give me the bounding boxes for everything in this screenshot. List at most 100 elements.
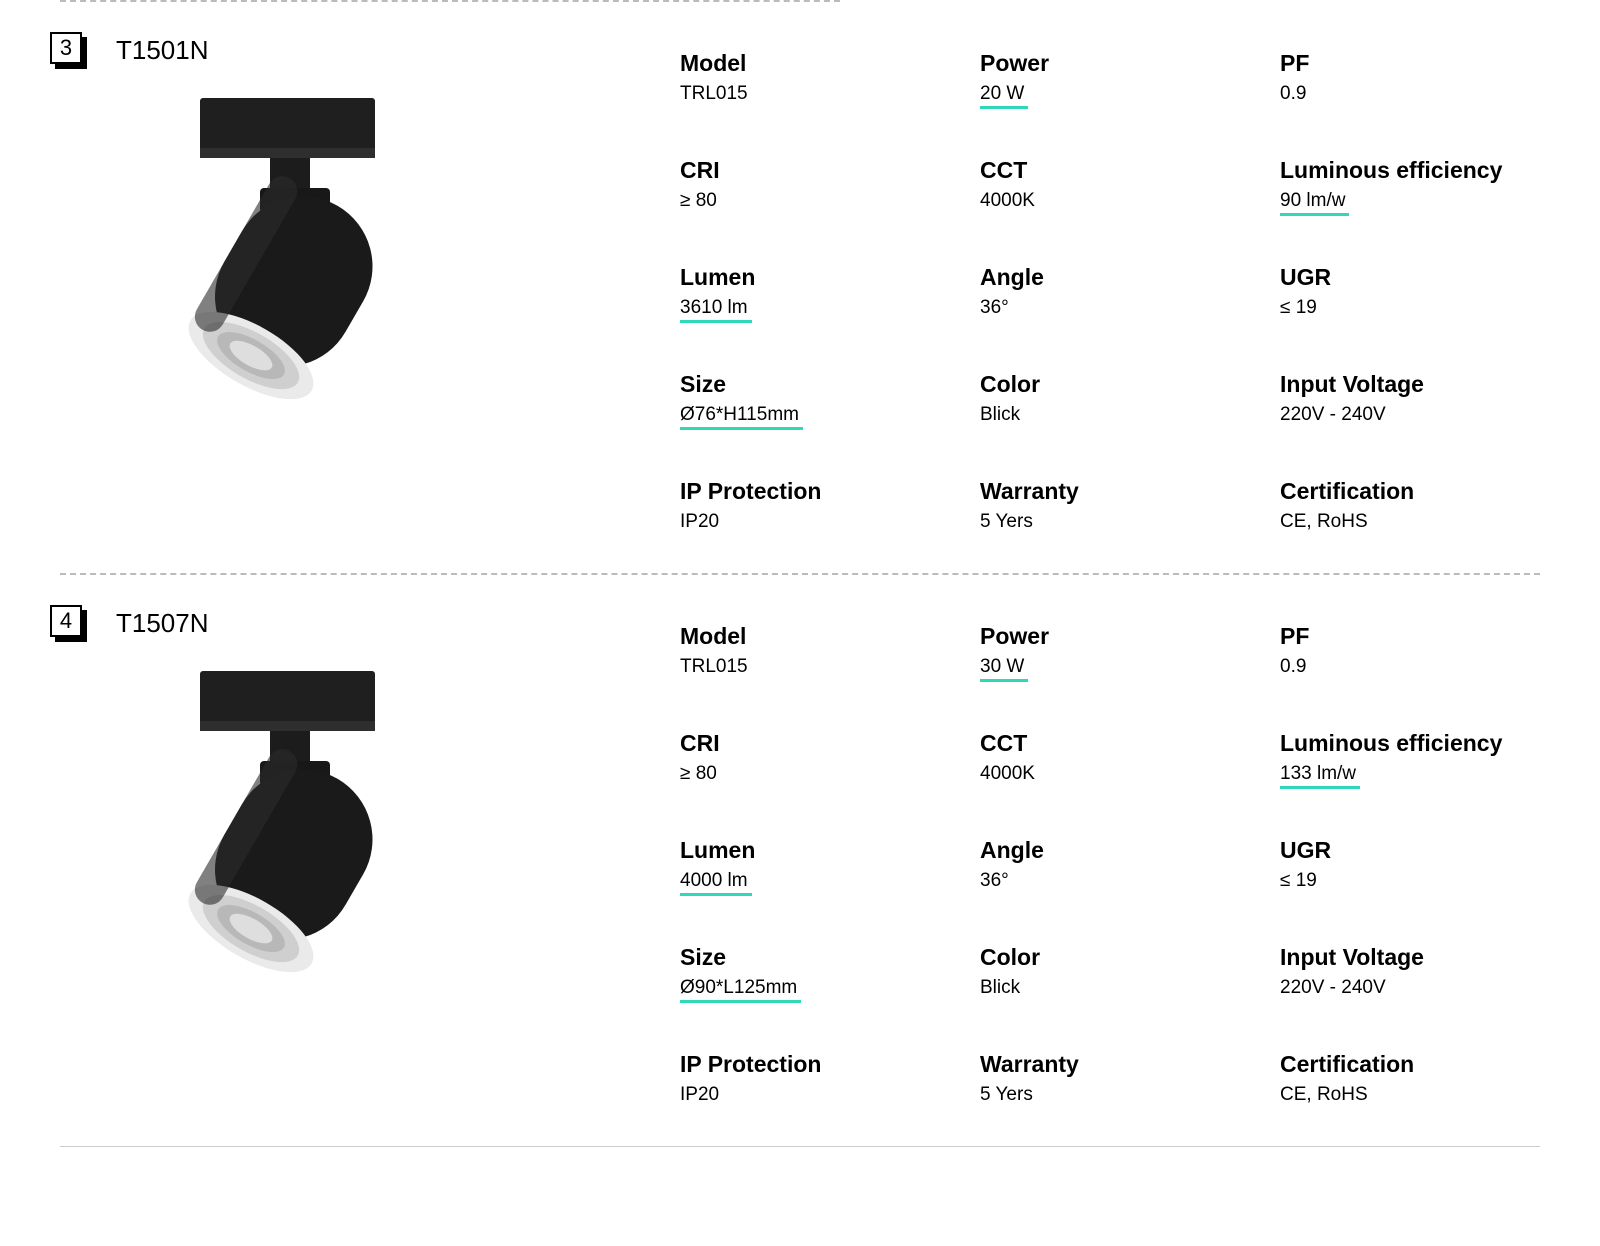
spec-item: Certification CE, RoHS [1280, 478, 1540, 533]
spec-item: Input Voltage 220V - 240V [1280, 944, 1540, 1003]
spec-value: 36° [980, 297, 1009, 319]
spec-value: TRL015 [680, 83, 748, 105]
product-image-wrap [140, 88, 680, 423]
spec-label: PF [1280, 623, 1540, 650]
spec-label: CCT [980, 157, 1240, 184]
spec-item: Angle 36° [980, 264, 1240, 323]
product-header: 3 T1501N [50, 32, 680, 68]
spec-value: IP20 [680, 511, 719, 533]
spec-label: Size [680, 371, 940, 398]
spec-value: IP20 [680, 1084, 719, 1106]
divider [60, 1146, 1540, 1147]
spec-item: PF 0.9 [1280, 50, 1540, 109]
spec-item: Warranty 5 Yers [980, 478, 1240, 533]
spec-label: Luminous efficiency [1280, 157, 1540, 184]
spec-label: IP Protection [680, 1051, 940, 1078]
spec-value: Blick [980, 977, 1020, 999]
spec-value: ≥ 80 [680, 763, 717, 785]
product-number: 3 [50, 32, 82, 64]
product-block: 3 T1501N Model TRL015 Power 20 W [60, 2, 1540, 533]
product-number-box: 4 [50, 605, 86, 641]
spec-label: Certification [1280, 478, 1540, 505]
product-title: T1507N [116, 608, 209, 639]
product-image [140, 661, 440, 991]
spec-item: Model TRL015 [680, 623, 940, 682]
spec-label: Warranty [980, 1051, 1240, 1078]
spec-value: 0.9 [1280, 83, 1306, 105]
spec-value: 220V - 240V [1280, 977, 1386, 999]
spec-item: Angle 36° [980, 837, 1240, 896]
spec-value: 4000K [980, 763, 1035, 785]
spec-label: Power [980, 50, 1240, 77]
spec-value: 30 W [980, 656, 1028, 682]
spec-item: UGR ≤ 19 [1280, 264, 1540, 323]
product-header: 4 T1507N [50, 605, 680, 641]
spec-value: ≤ 19 [1280, 870, 1317, 892]
spec-value: ≥ 80 [680, 190, 717, 212]
spec-label: Model [680, 50, 940, 77]
spec-value: 0.9 [1280, 656, 1306, 678]
spec-label: Luminous efficiency [1280, 730, 1540, 757]
specs-grid: Model TRL015 Power 20 W PF 0.9 CRI ≥ 80 … [680, 32, 1540, 533]
spec-item: CRI ≥ 80 [680, 730, 940, 789]
spec-item: CRI ≥ 80 [680, 157, 940, 216]
spec-value: 3610 lm [680, 297, 752, 323]
spec-label: Color [980, 944, 1240, 971]
spec-label: Angle [980, 264, 1240, 291]
spec-value: Ø90*L125mm [680, 977, 801, 1003]
spec-item: Luminous efficiency 90 lm/w [1280, 157, 1540, 216]
spec-item: PF 0.9 [1280, 623, 1540, 682]
spec-item: Power 30 W [980, 623, 1240, 682]
spec-item: Certification CE, RoHS [1280, 1051, 1540, 1106]
spec-item: CCT 4000K [980, 730, 1240, 789]
spec-item: Lumen 4000 lm [680, 837, 940, 896]
spec-item: Warranty 5 Yers [980, 1051, 1240, 1106]
product-number: 4 [50, 605, 82, 637]
spec-value: 5 Yers [980, 1084, 1033, 1106]
spec-label: UGR [1280, 264, 1540, 291]
spec-item: Color Blick [980, 944, 1240, 1003]
product-title: T1501N [116, 35, 209, 66]
spec-label: Warranty [980, 478, 1240, 505]
specs-grid: Model TRL015 Power 30 W PF 0.9 CRI ≥ 80 … [680, 605, 1540, 1106]
product-image [140, 88, 440, 418]
spec-value: Blick [980, 404, 1020, 426]
spec-label: Certification [1280, 1051, 1540, 1078]
spec-label: Input Voltage [1280, 944, 1540, 971]
spec-item: Model TRL015 [680, 50, 940, 109]
spec-value: 4000K [980, 190, 1035, 212]
spec-item: Size Ø76*H115mm [680, 371, 940, 430]
spec-label: CRI [680, 157, 940, 184]
spec-item: UGR ≤ 19 [1280, 837, 1540, 896]
spec-value: CE, RoHS [1280, 511, 1368, 533]
spec-value: 4000 lm [680, 870, 752, 896]
spec-value: 5 Yers [980, 511, 1033, 533]
spec-item: Color Blick [980, 371, 1240, 430]
spec-item: Input Voltage 220V - 240V [1280, 371, 1540, 430]
spec-label: Size [680, 944, 940, 971]
spec-item: Lumen 3610 lm [680, 264, 940, 323]
spec-label: Lumen [680, 837, 940, 864]
spec-label: Lumen [680, 264, 940, 291]
spec-item: CCT 4000K [980, 157, 1240, 216]
spec-value: CE, RoHS [1280, 1084, 1368, 1106]
spec-value: ≤ 19 [1280, 297, 1317, 319]
spec-value: 133 lm/w [1280, 763, 1360, 789]
spec-label: UGR [1280, 837, 1540, 864]
spec-value: TRL015 [680, 656, 748, 678]
spec-label: Angle [980, 837, 1240, 864]
spec-label: Input Voltage [1280, 371, 1540, 398]
product-left: 4 T1507N [60, 605, 680, 1106]
spec-label: Power [980, 623, 1240, 650]
spec-value: 90 lm/w [1280, 190, 1349, 216]
spec-value: 220V - 240V [1280, 404, 1386, 426]
spec-label: IP Protection [680, 478, 940, 505]
spec-value: Ø76*H115mm [680, 404, 803, 430]
spec-item: Power 20 W [980, 50, 1240, 109]
product-number-box: 3 [50, 32, 86, 68]
spec-label: CCT [980, 730, 1240, 757]
spec-value: 36° [980, 870, 1009, 892]
spec-item: Size Ø90*L125mm [680, 944, 940, 1003]
spec-label: Color [980, 371, 1240, 398]
product-image-wrap [140, 661, 680, 996]
